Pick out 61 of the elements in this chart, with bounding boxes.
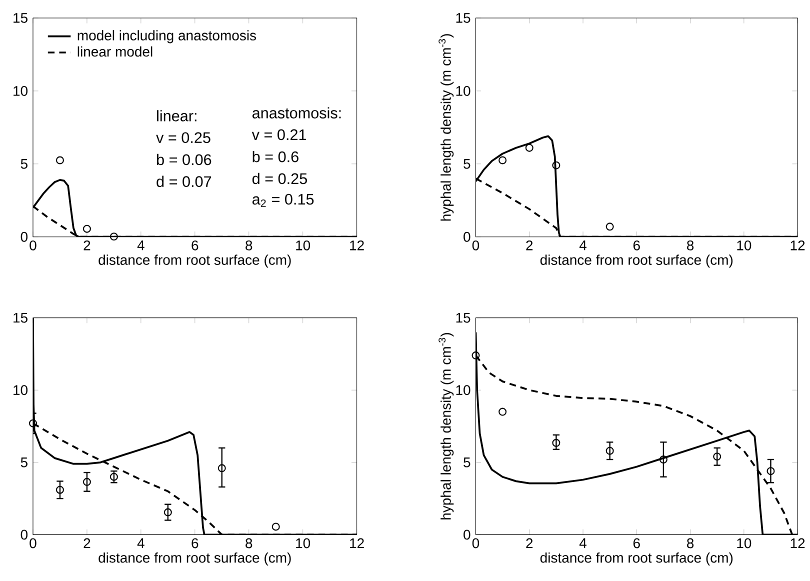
legend-label: model including anastomosis [78, 30, 256, 44]
x-tick-label: 2 [84, 240, 90, 250]
annotation: d = 0.07 [156, 176, 212, 188]
legend-label: linear model [78, 46, 152, 57]
annotation: a$_{2}$ = 0.15 [252, 194, 314, 208]
y-tick-label: 15 [456, 313, 470, 323]
x-tick-label: 10 [296, 240, 310, 251]
x-tick-label: 10 [737, 240, 752, 251]
y-tick-label: 10 [456, 86, 470, 96]
y-tick-label: 5 [464, 458, 470, 468]
annotation: v = 0.21 [252, 129, 306, 140]
x-tick-label: 12 [350, 538, 364, 548]
x-tick-label: 6 [633, 538, 640, 548]
x-tick-label: 8 [246, 240, 252, 251]
x-axis-title: distance from root surface (cm) [540, 254, 733, 268]
x-axis-title: distance from root surface (cm) [98, 552, 291, 566]
annotation: anastomosis: [252, 107, 341, 119]
y-tick-label: 15 [14, 13, 28, 24]
x-axis-title: distance from root surface (cm) [98, 254, 291, 268]
x-tick-label: 12 [350, 240, 364, 250]
y-tick-label: 5 [20, 159, 28, 169]
y-axis-title: hyphal length density (m cm$^{-3}$) [438, 333, 454, 520]
y-axis-title: hyphal length density (m cm$^{-3}$) [438, 34, 454, 221]
x-tick-label: 8 [246, 538, 252, 548]
annotation: linear: [157, 110, 196, 122]
x-tick-label: 6 [192, 240, 198, 251]
y-tick-label: 10 [14, 385, 28, 396]
x-tick-label: 12 [790, 538, 805, 548]
x-tick-label: 2 [526, 240, 533, 250]
x-tick-label: 4 [137, 240, 144, 250]
y-tick-label: 0 [464, 530, 470, 540]
x-tick-label: 0 [472, 240, 480, 251]
x-tick-label: 2 [84, 538, 90, 548]
x-tick-label: 6 [633, 240, 640, 251]
x-axis-title: distance from root surface (cm) [540, 552, 733, 566]
annotation: b = 0.6 [252, 151, 298, 162]
annotation: d = 0.25 [252, 173, 307, 184]
x-tick-label: 2 [526, 538, 533, 548]
x-tick-label: 0 [472, 538, 480, 548]
y-tick-label: 10 [456, 385, 470, 396]
x-tick-label: 0 [30, 538, 36, 548]
annotation: v = 0.25 [156, 132, 210, 144]
annotation: b = 0.06 [157, 154, 212, 166]
y-tick-label: 0 [464, 232, 470, 242]
x-tick-label: 10 [296, 538, 310, 548]
x-tick-label: 10 [737, 538, 752, 548]
y-tick-label: 5 [464, 159, 470, 169]
y-tick-label: 10 [14, 86, 28, 96]
x-tick-label: 12 [790, 240, 805, 250]
x-tick-label: 8 [686, 538, 694, 548]
x-tick-label: 6 [192, 538, 198, 548]
x-tick-label: 4 [579, 538, 586, 548]
y-tick-label: 0 [20, 530, 28, 540]
y-tick-label: 0 [20, 232, 28, 242]
x-tick-label: 8 [686, 240, 694, 251]
x-tick-label: 0 [30, 240, 36, 251]
y-tick-label: 15 [14, 313, 28, 323]
x-tick-label: 4 [137, 538, 144, 548]
y-tick-label: 15 [456, 13, 470, 24]
y-tick-label: 5 [20, 458, 28, 468]
x-tick-label: 4 [579, 240, 586, 250]
